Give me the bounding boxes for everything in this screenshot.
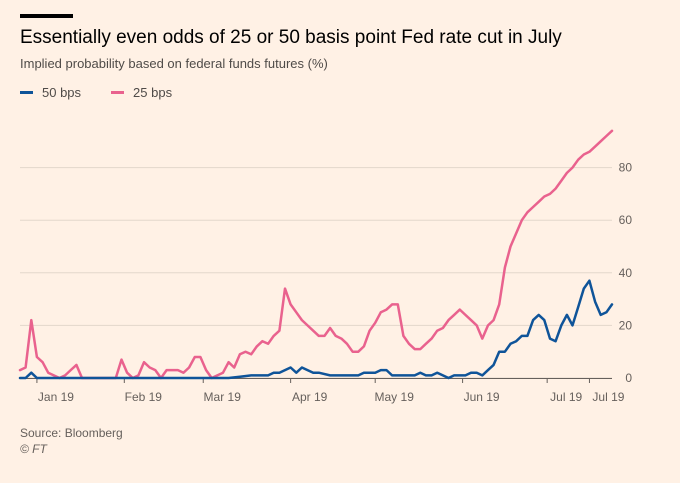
series-line-50-bps bbox=[18, 279, 614, 380]
legend-item-50bps: 50 bps bbox=[20, 85, 81, 100]
legend: 50 bps 25 bps bbox=[20, 84, 202, 100]
series-line-25-bps bbox=[18, 129, 614, 380]
y-tick-label-40: 40 bbox=[619, 266, 633, 280]
y-tick-label-0: 0 bbox=[625, 371, 632, 385]
y-tick-label-60: 60 bbox=[619, 213, 633, 227]
source-note: Source: Bloomberg bbox=[20, 426, 123, 440]
top-rule bbox=[20, 14, 73, 18]
x-tick-label-5: Jun 19 bbox=[464, 390, 500, 404]
legend-swatch-50bps bbox=[20, 90, 33, 94]
y-tick-label-80: 80 bbox=[619, 161, 633, 175]
legend-swatch-25bps bbox=[111, 90, 125, 94]
x-tick-label-4: May 19 bbox=[375, 390, 415, 404]
credit: © FT bbox=[20, 442, 47, 456]
legend-item-25bps: 25 bps bbox=[111, 85, 172, 100]
x-tick-label-3: Apr 19 bbox=[292, 390, 328, 404]
legend-label-25bps: 25 bps bbox=[133, 84, 173, 100]
y-tick-label-20: 20 bbox=[619, 318, 633, 332]
x-tick-label-2: Mar 19 bbox=[204, 390, 242, 404]
x-tick-label-1: Feb 19 bbox=[125, 390, 163, 404]
x-tick-label-0: Jan 19 bbox=[38, 390, 74, 404]
x-tick-label-6: Jul 19 bbox=[550, 390, 582, 404]
x-tick-label-7: Jul 19 bbox=[592, 390, 624, 404]
chart-subtitle: Implied probability based on federal fun… bbox=[20, 56, 328, 71]
chart-title: Essentially even odds of 25 or 50 basis … bbox=[20, 27, 562, 48]
legend-label-50bps: 50 bps bbox=[42, 84, 82, 100]
